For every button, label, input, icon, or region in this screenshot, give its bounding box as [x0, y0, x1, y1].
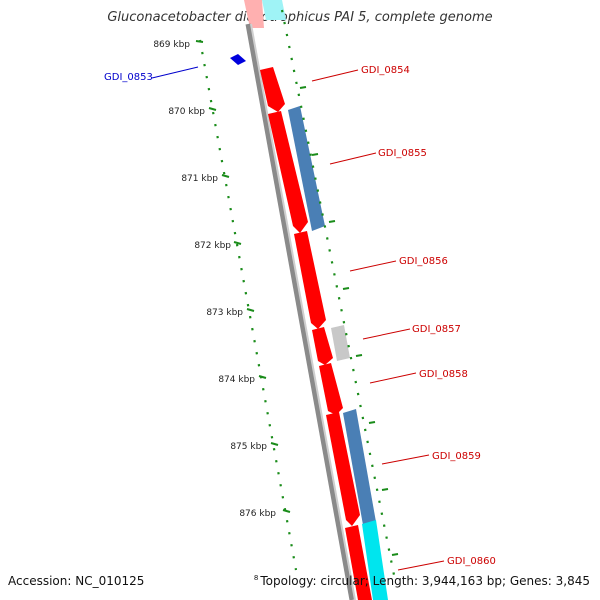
ruler-major-ticks: [195, 40, 291, 513]
gene-gdi-0857: [312, 327, 333, 365]
tick-label-876: 876 kbp: [239, 509, 276, 519]
gene-label-gdi-0853[interactable]: GDI_0853: [104, 72, 153, 83]
gene-segment-top-cyan: [262, 0, 286, 20]
ruler-right-major-ticks: [299, 86, 399, 556]
gene-labels: GDI_0853 GDI_0854 GDI_0855 GDI_0856 GDI_…: [104, 65, 496, 567]
tick-label-874: 874 kbp: [218, 375, 255, 385]
gene-label-gdi-0855[interactable]: GDI_0855: [378, 148, 427, 159]
gene-gdi-0860-cyan: [362, 520, 388, 600]
topology-text: 8 Topology: circular; Length: 3,944,163 b…: [254, 574, 590, 588]
topology-summary: Topology: circular; Length: 3,944,163 bp…: [260, 574, 590, 588]
gene-leader-lines: [151, 66, 445, 571]
gene-gdi-0857-grey: [331, 325, 350, 361]
map-title: Gluconacetobacter diazotrophicus PAI 5, …: [107, 10, 493, 25]
tick-label-870: 870 kbp: [168, 107, 205, 117]
tick-label-871: 871 kbp: [181, 174, 218, 184]
tick-label-869: 869 kbp: [153, 40, 190, 50]
gene-gdi-0856: [294, 231, 326, 329]
tick-label-875: 875 kbp: [230, 442, 267, 452]
gene-label-gdi-0854[interactable]: GDI_0854: [361, 65, 410, 76]
ruler-track-left: [198, 39, 298, 571]
gene-label-gdi-0857[interactable]: GDI_0857: [412, 324, 461, 335]
topology-marker: 8: [253, 574, 259, 582]
gene-gdi-0859-blue: [343, 409, 376, 525]
gene-segment-top-pink: [244, 0, 264, 28]
gene-label-gdi-0860[interactable]: GDI_0860: [447, 556, 496, 567]
genome-backbone-shadow: [250, 23, 356, 600]
gene-label-gdi-0859[interactable]: GDI_0859: [432, 451, 481, 462]
tick-label-873: 873 kbp: [206, 308, 243, 318]
gene-gdi-0859: [326, 412, 360, 526]
gene-label-gdi-0858[interactable]: GDI_0858: [419, 369, 468, 380]
gene-gdi-0855: [268, 111, 308, 233]
gene-gdi-0860: [345, 525, 372, 600]
ruler-tick-labels: 869 kbp 870 kbp 871 kbp 872 kbp 873 kbp …: [153, 40, 276, 519]
accession-text: Accession: NC_010125: [8, 574, 145, 588]
genome-backbone: [245, 23, 355, 600]
gene-gdi-0853: [230, 54, 246, 65]
gene-gdi-0858: [319, 363, 343, 415]
gene-gdi-0854: [260, 67, 285, 112]
gene-gdi-0855-blue: [288, 106, 325, 231]
gene-label-gdi-0856[interactable]: GDI_0856: [399, 256, 448, 267]
tick-label-872: 872 kbp: [194, 241, 231, 251]
